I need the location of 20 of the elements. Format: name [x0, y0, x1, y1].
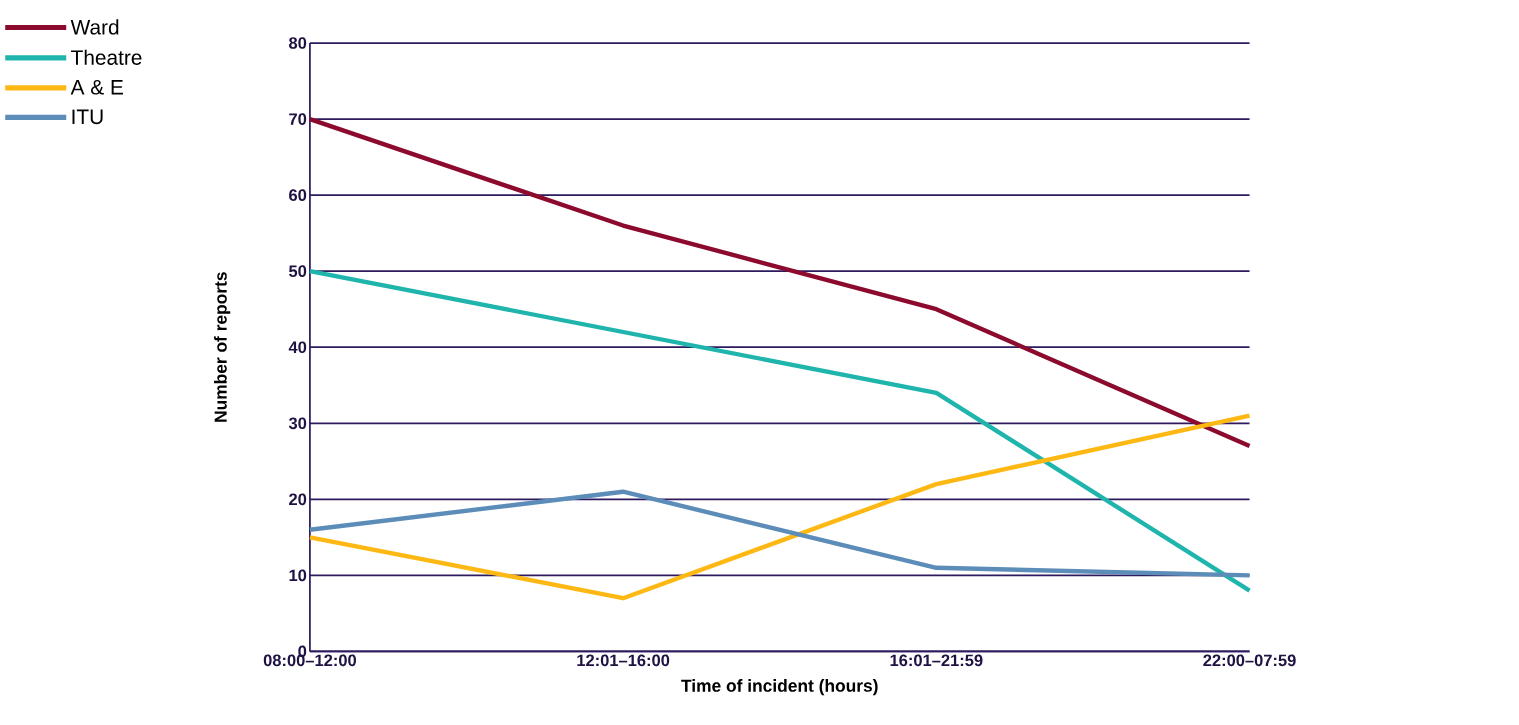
x-tick-label: 16:01–21:59 [890, 654, 983, 667]
x-tick-label: 22:00–07:59 [1203, 654, 1296, 667]
x-tick-label: 12:01–16:00 [577, 654, 670, 667]
y-tick-label: 10 [289, 569, 307, 582]
x-axis-title: Time of incident (hours) [681, 679, 878, 696]
line-series [307, 413, 1252, 601]
legend-label: Ward [70, 19, 119, 35]
line-series [307, 489, 1252, 578]
y-tick-label: 40 [288, 341, 307, 353]
y-tick-label: 60 [289, 189, 307, 201]
legend-label: Theatre [71, 49, 142, 65]
legend-label: A & E [70, 79, 123, 95]
y-tick-label: 20 [289, 493, 307, 506]
y-tick-label: 30 [288, 417, 307, 430]
y-tick-label: 70 [289, 113, 307, 125]
y-tick-label: 80 [289, 37, 307, 49]
y-axis-title: Number of reports [214, 272, 231, 422]
line-series [307, 116, 1252, 449]
legend-label: ITU [72, 109, 103, 125]
y-tick-label: 50 [289, 265, 307, 277]
